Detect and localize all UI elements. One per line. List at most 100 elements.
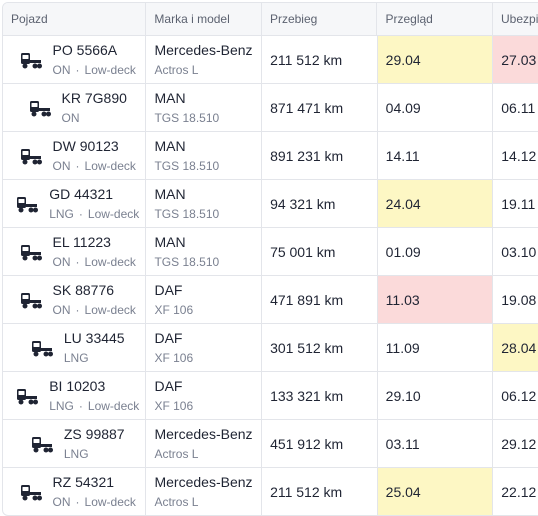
insurance-cell: 29.12 (493, 420, 538, 467)
license-plate: KR 7G890 (61, 90, 127, 106)
fuel-type: LNG (49, 399, 74, 413)
truck-icon (28, 98, 52, 118)
fuel-type: ON (61, 111, 80, 125)
insurance-date: 27.03 (501, 51, 537, 68)
table-row[interactable]: KR 7G890 ON MAN TGS 18.510 871 471 km 04.09 06… (3, 83, 538, 131)
table-row[interactable]: DW 90123 ON · Low-deck MAN TGS 18.510 891 231 … (3, 131, 538, 179)
vehicle-cell: SK 88776 ON · Low-deck (3, 276, 147, 323)
insurance-cell: 19.08 (493, 276, 538, 323)
model: XF 106 (154, 303, 194, 317)
vehicle-cell: ZS 99887 LNG (3, 420, 147, 467)
fuel-type: ON (52, 495, 71, 509)
brand: Mercedes-Benz (154, 42, 253, 58)
column-header-inspection[interactable]: Przegląd (377, 3, 493, 35)
brand: DAF (154, 282, 183, 298)
inspection-date: 11.03 (385, 291, 420, 308)
model: TGS 18.510 (154, 207, 220, 221)
vehicle-cell: LU 33445 LNG (3, 324, 147, 371)
truck-icon (19, 290, 43, 310)
table-row[interactable]: GD 44321 LNG · Low-deck MAN TGS 18.510 94 321 … (3, 179, 538, 227)
fuel-type: LNG (63, 447, 89, 461)
fuel-type: ON (52, 303, 71, 317)
vehicle-info: PO 5566A ON · Low-deck (53, 41, 136, 78)
insurance-date: 19.08 (501, 291, 537, 308)
fuel-type: LNG (63, 351, 89, 365)
inspection-cell: 11.03 (377, 276, 494, 323)
brand: MAN (154, 186, 186, 202)
vehicle-subtitle: LNG (64, 350, 125, 366)
mileage: 301 512 km (270, 339, 344, 356)
inspection-date: 25.04 (385, 483, 421, 500)
mileage-cell: 94 321 km (262, 180, 378, 227)
separator-dot: · (75, 159, 80, 173)
mileage-cell: 451 912 km (262, 420, 378, 467)
separator-dot: · (75, 495, 80, 509)
table-row[interactable]: LU 33445 LNG DAF XF 106 301 512 km 11.09 28.04 (3, 323, 538, 371)
license-plate: DW 90123 (52, 138, 119, 154)
table-row[interactable]: EL 11223 ON · Low-deck MAN TGS 18.510 75 001 k… (3, 227, 538, 275)
fuel-type: LNG (49, 207, 74, 221)
model: Actros L (154, 63, 199, 77)
table-row[interactable]: BI 10203 LNG · Low-deck DAF XF 106 133 321 km 2… (3, 371, 538, 419)
brand-model-cell: DAF XF 106 (146, 372, 263, 419)
vehicle-subtitle: ON · Low-deck (53, 158, 136, 174)
vehicle-info: ZS 99887 LNG (64, 425, 125, 462)
vehicle-subtitle: ON · Low-deck (53, 62, 136, 78)
mileage: 891 231 km (270, 147, 344, 164)
insurance-cell: 22.12 (493, 468, 538, 515)
truck-icon (19, 242, 43, 262)
model: XF 106 (154, 399, 194, 413)
insurance-cell: 27.03 (493, 36, 538, 83)
inspection-cell: 01.09 (378, 228, 494, 275)
truck-icon (19, 146, 43, 166)
insurance-date: 29.12 (501, 435, 537, 452)
vehicle-subtitle: LNG · Low-deck (49, 398, 139, 414)
insurance-cell: 14.12 (493, 132, 538, 179)
license-plate: PO 5566A (52, 42, 118, 58)
table-header: Pojazd Marka i model Przebieg Przegląd U… (3, 3, 538, 35)
vehicle-cell: PO 5566A ON · Low-deck (3, 36, 147, 83)
insurance-cell: 28.04 (493, 324, 538, 371)
vehicle-info: EL 11223 ON · Low-deck (53, 233, 136, 270)
separator-dot: · (75, 303, 80, 317)
vehicle-subtitle: ON (62, 110, 127, 126)
separator-dot: · (75, 63, 80, 77)
table-row[interactable]: PO 5566A ON · Low-deck Mercedes-Benz Actros L… (3, 35, 538, 83)
column-header-mileage[interactable]: Przebieg (262, 3, 378, 35)
insurance-cell: 06.11 (493, 84, 538, 131)
vehicle-type: Low-deck (87, 399, 140, 413)
table-row[interactable]: ZS 99887 LNG Mercedes-Benz Actros L 451 912 … (3, 419, 538, 467)
model: TGS 18.510 (154, 111, 220, 125)
truck-icon (15, 386, 39, 406)
insurance-cell: 19.11 (493, 180, 538, 227)
insurance-date: 22.12 (501, 483, 537, 500)
inspection-cell: 29.10 (378, 372, 494, 419)
vehicle-cell: GD 44321 LNG · Low-deck (3, 180, 147, 227)
vehicle-info: GD 44321 LNG · Low-deck (49, 185, 139, 222)
vehicle-subtitle: ON · Low-deck (53, 302, 136, 318)
column-header-vehicle[interactable]: Pojazd (3, 3, 147, 35)
table-row[interactable]: RZ 54321 ON · Low-deck Mercedes-Benz Actros L… (3, 467, 538, 515)
column-header-insurance[interactable]: Ubezpieczenie (501, 12, 538, 26)
inspection-cell: 24.04 (377, 180, 494, 227)
model: Actros L (154, 495, 199, 509)
vehicle-info: SK 88776 ON · Low-deck (53, 281, 136, 318)
mileage: 75 001 km (270, 243, 336, 260)
brand-model-cell: MAN TGS 18.510 (146, 132, 263, 179)
truck-icon (30, 338, 54, 358)
vehicle-info: LU 33445 LNG (64, 329, 125, 366)
inspection-cell: 25.04 (377, 468, 494, 515)
vehicle-info: RZ 54321 ON · Low-deck (53, 473, 136, 510)
vehicle-cell: DW 90123 ON · Low-deck (3, 132, 147, 179)
column-header-brand-model[interactable]: Marka i model (146, 3, 262, 35)
inspection-cell: 03.11 (378, 420, 494, 467)
table-row[interactable]: SK 88776 ON · Low-deck DAF XF 106 471 891 km 11… (3, 275, 538, 323)
license-plate: EL 11223 (52, 234, 111, 250)
brand: MAN (154, 90, 186, 106)
insurance-cell: 06.12 (493, 372, 538, 419)
insurance-date: 19.11 (501, 195, 536, 212)
brand-model-cell: MAN TGS 18.510 (146, 180, 263, 227)
vehicle-subtitle: ON · Low-deck (53, 254, 136, 270)
vehicle-subtitle: LNG · Low-deck (49, 206, 139, 222)
